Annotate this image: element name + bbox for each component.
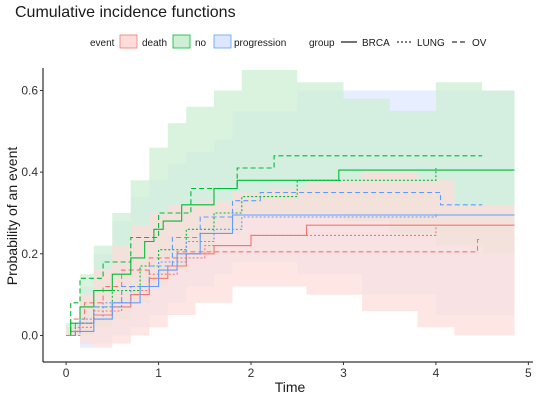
plot-area (66, 70, 514, 348)
confidence-bands (66, 70, 514, 348)
legend-label-ov: OV (472, 38, 487, 49)
x-tick-label: 1 (155, 366, 162, 380)
y-tick-label: 0.0 (21, 328, 38, 342)
x-axis-title: Time (275, 379, 306, 395)
y-tick-label: 0.2 (21, 247, 38, 261)
y-tick-label: 0.6 (21, 83, 38, 97)
x-tick-label: 3 (340, 366, 347, 380)
legend-label-no: no (195, 38, 207, 49)
y-tick-label: 0.4 (21, 165, 38, 179)
x-tick-label: 2 (248, 366, 255, 380)
x-tick-label: 5 (525, 366, 532, 380)
legend-label-brca: BRCA (362, 38, 390, 49)
legend-key-progression (214, 35, 231, 48)
legend-group-title: group (309, 38, 335, 49)
legend-key-no (173, 35, 190, 48)
legend-key-death (120, 35, 137, 48)
legend: event death no progression group BRCA LUNG OV (90, 35, 487, 49)
legend-label-death: death (142, 38, 167, 49)
x-tick-label: 4 (433, 366, 440, 380)
legend-label-lung: LUNG (417, 38, 445, 49)
y-axis-title: Probability of an event (4, 147, 20, 286)
legend-event-title: event (90, 38, 115, 49)
x-tick-label: 0 (63, 366, 70, 380)
legend-label-progression: progression (234, 38, 286, 49)
